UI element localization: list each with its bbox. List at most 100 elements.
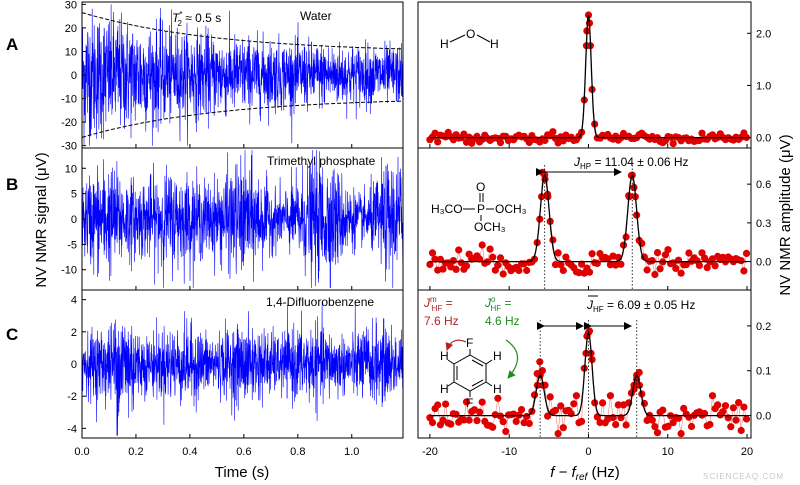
spectrum-point [664, 422, 672, 430]
dfb-f-bottom: F [466, 396, 473, 410]
right-ytick-label: 2.0 [756, 28, 771, 40]
spectrum-point [460, 416, 468, 424]
spectrum-point [701, 254, 709, 262]
spectrum-point [672, 264, 680, 272]
spectrum-point [575, 269, 583, 277]
left-ytick-label: 0 [71, 70, 77, 82]
spectrum-point [499, 418, 507, 426]
spectrum-point [476, 408, 484, 416]
spectrum-point [719, 408, 727, 416]
jhp-annotation: JHP = 11.04 ± 0.06 Hz [573, 155, 689, 171]
water-h2: H [490, 37, 499, 51]
spectrum-point [656, 265, 664, 273]
right-ytick-label: 0.1 [756, 366, 771, 378]
spectrum-point [682, 261, 690, 269]
spectrum-point [599, 399, 607, 407]
dfb-label: 1,4-Difluorobenzene [266, 295, 374, 309]
decay-envelope-upper [81, 12, 404, 50]
decay-envelope-lower [81, 100, 404, 138]
spectrum-point [476, 255, 484, 263]
spectrum-point [549, 128, 557, 136]
right-ytick-label: 0.0 [756, 257, 771, 269]
spectrum-point [572, 392, 581, 400]
dfb-h4: H [440, 382, 449, 396]
time-tick-label: 0.0 [74, 446, 89, 458]
ortho-coupling-arrow [505, 339, 519, 379]
spectrum-point [544, 412, 552, 420]
spectrum-point [442, 400, 450, 408]
spectrum-point [643, 266, 651, 274]
left-ytick-label: -30 [61, 141, 77, 153]
jhf-annotation: JHF = 6.09 ± 0.05 Hz [586, 298, 695, 314]
spectrum-point [737, 257, 745, 265]
spectrum-point [612, 421, 620, 429]
left-ytick-label: -5 [67, 239, 77, 251]
time-signal-trace-3 [81, 302, 404, 436]
spectrum-point [557, 402, 565, 410]
right-ytick-label: 1.0 [756, 80, 771, 92]
right-y-axis-label: NV NMR amplitude (μV) [777, 134, 794, 295]
left-ytick-label: 5 [71, 189, 77, 201]
spectrum-point [711, 262, 719, 270]
spectrum-point [596, 418, 604, 427]
spectrum-point [622, 233, 630, 241]
dfb-f-top: F [466, 336, 473, 350]
spectrum-point [554, 430, 562, 438]
spectrum-point [434, 401, 442, 409]
spectrum-point [674, 414, 683, 422]
spectrum-point [630, 183, 638, 191]
spectrum-point [462, 262, 471, 270]
spectrum-point [737, 426, 745, 435]
spectrum-point [648, 416, 656, 424]
left-y-axis-label: NV NMR signal (μV) [33, 152, 50, 287]
spectrum-point [549, 236, 557, 244]
meta-coupling-arrow [445, 339, 467, 351]
spectrum-point [617, 260, 625, 268]
t2-annotation: T* 2 ≈ 0.5 s [172, 10, 221, 28]
tmp-p: P [477, 202, 485, 216]
spectrum-point [499, 270, 507, 278]
meta-coupling-value: 7.6 Hz [424, 314, 459, 328]
spectrum-point [659, 406, 667, 414]
spectrum-point [434, 138, 442, 146]
time-tick-label: 1.0 [344, 446, 359, 458]
spectrum-point [721, 402, 730, 410]
spectrum-point [525, 419, 533, 428]
freq-axis-label: f − fref (Hz) [550, 464, 620, 483]
spectrum-point [559, 266, 567, 275]
spectrum-point [494, 394, 502, 402]
spectrum-point [515, 266, 523, 274]
freq-tick-label: 20 [741, 446, 753, 458]
spectrum-point [653, 429, 662, 437]
spectrum-point [687, 422, 696, 431]
spectrum-point [494, 261, 502, 269]
spectrum-fit-1 [429, 14, 747, 139]
dfb-h2: H [493, 382, 502, 396]
spectrum-point [606, 392, 615, 400]
spectrum-point [551, 406, 560, 414]
spectrum-point [651, 423, 659, 431]
spectrum-connect-line-1 [429, 14, 747, 145]
time-tick-label: 0.4 [182, 446, 197, 458]
spectrum-point [614, 401, 622, 409]
spectrum-point [473, 417, 481, 425]
time-tick-label: 0.2 [128, 446, 143, 458]
spectrum-point [452, 410, 460, 418]
spectrum-point [478, 241, 486, 249]
spectrum-point [703, 264, 711, 272]
spectrum-point [562, 253, 570, 261]
time-tick-label: 0.8 [290, 446, 305, 458]
spectrum-point [517, 406, 526, 414]
tmp-och3-bottom: OCH₃ [474, 220, 506, 234]
panel-a-right-frame [417, 1, 752, 149]
time-signal-trace-1 [81, 4, 404, 146]
spectrum-point [706, 420, 714, 429]
spectrum-point [428, 419, 437, 427]
spectrum-point [735, 399, 743, 407]
left-ytick-label: 20 [65, 23, 77, 35]
left-ytick-label: 2 [71, 327, 77, 339]
spectrum-point [496, 254, 505, 262]
right-ytick-label: 0.3 [756, 218, 771, 230]
